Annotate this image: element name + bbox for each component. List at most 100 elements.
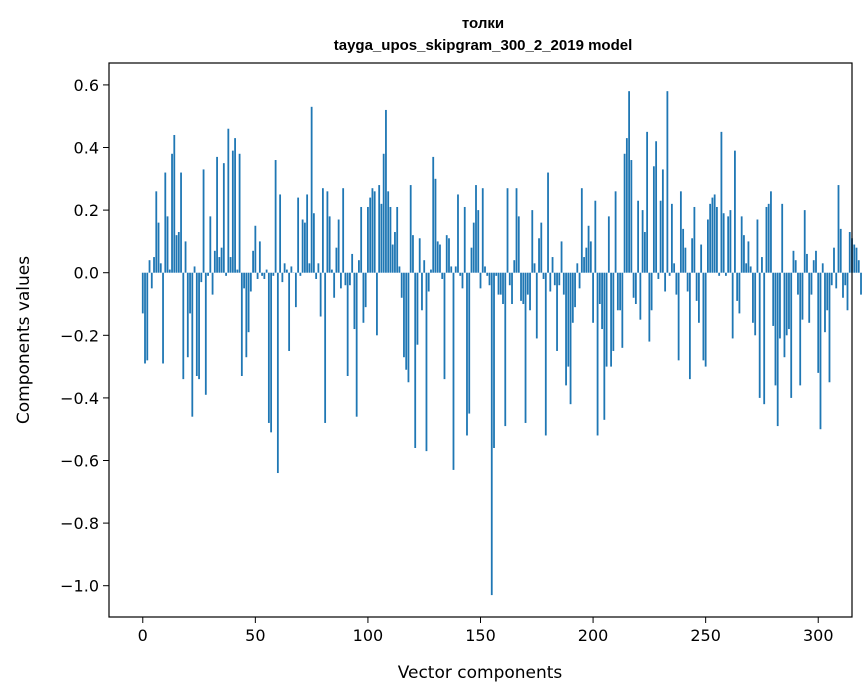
bar-11 [166, 216, 169, 273]
bar-264 [736, 272, 739, 301]
bar-165 [513, 260, 516, 273]
bar-98 [362, 272, 365, 323]
bar-283 [779, 272, 781, 339]
bar-171 [526, 272, 529, 295]
bar-36 [222, 163, 225, 273]
bar-32 [213, 250, 216, 273]
y-tick-label: −1.0 [60, 577, 99, 596]
bar-191 [571, 272, 574, 323]
bar-146 [470, 247, 473, 273]
bar-114 [398, 266, 401, 273]
bar-180 [547, 172, 549, 273]
bar-119 [409, 185, 412, 273]
bar-31 [211, 272, 214, 295]
bar-54 [263, 272, 266, 279]
bar-262 [731, 272, 734, 339]
bar-39 [229, 257, 232, 273]
bar-216 [628, 91, 630, 273]
bar-28 [204, 272, 207, 395]
bar-196 [583, 257, 585, 273]
bar-45 [243, 272, 245, 289]
bar-121 [414, 272, 417, 448]
bar-212 [619, 272, 621, 311]
y-tick-label: 0.6 [74, 76, 99, 95]
bar-66 [290, 266, 293, 273]
bar-312 [844, 272, 847, 286]
bar-43 [238, 153, 241, 273]
bar-214 [623, 153, 626, 273]
bar-71 [301, 219, 304, 273]
bar-252 [709, 203, 712, 273]
bar-192 [574, 272, 576, 308]
bar-131 [436, 241, 439, 273]
bar-84 [331, 269, 333, 273]
bar-210 [614, 191, 617, 273]
bar-255 [716, 206, 718, 273]
bar-138 [452, 272, 455, 470]
bar-281 [774, 272, 777, 386]
bar-97 [360, 206, 363, 273]
bar-275 [761, 257, 763, 273]
bar-169 [522, 272, 525, 305]
y-tick-label: 0.4 [74, 139, 99, 158]
bar-209 [612, 272, 615, 351]
bar-301 [819, 272, 822, 430]
bar-86 [335, 247, 338, 273]
bar-236 [673, 263, 676, 273]
bar-184 [556, 272, 558, 351]
bar-16 [177, 232, 180, 273]
bar-47 [247, 272, 250, 333]
x-tick-label: 150 [465, 626, 496, 645]
bar-152 [484, 266, 486, 273]
bar-221 [639, 272, 642, 320]
bar-33 [216, 156, 218, 273]
bar-198 [587, 225, 590, 273]
bar-248 [700, 244, 703, 273]
bar-271 [752, 272, 754, 323]
bar-226 [650, 272, 653, 311]
bar-257 [720, 131, 723, 273]
bar-22 [191, 272, 194, 417]
bar-224 [646, 131, 649, 273]
plot-area-frame [108, 62, 853, 618]
bar-265 [738, 272, 741, 314]
bar-83 [328, 216, 331, 273]
bar-104 [376, 272, 378, 336]
bar-305 [828, 272, 831, 383]
bar-137 [450, 266, 453, 273]
bar-57 [270, 272, 273, 433]
bar-170 [524, 272, 527, 423]
bar-189 [567, 272, 570, 367]
x-tick-label: 300 [803, 626, 834, 645]
chart-subtitle: tayga_upos_skipgram_300_2_2019 model [334, 37, 633, 54]
bar-258 [722, 213, 725, 273]
bar-145 [468, 272, 471, 414]
y-tick-label: 0.0 [74, 264, 99, 283]
bar-175 [535, 272, 538, 339]
bar-222 [641, 210, 644, 273]
bar-127 [427, 272, 430, 292]
bar-73 [306, 194, 309, 273]
bar-161 [504, 272, 507, 427]
bar-62 [281, 272, 284, 283]
bar-156 [493, 272, 495, 448]
bar-143 [463, 206, 466, 273]
bar-94 [353, 272, 356, 330]
bar-235 [670, 203, 673, 273]
bar-303 [824, 272, 826, 333]
bar-41 [234, 138, 236, 273]
bar-68 [294, 272, 297, 308]
bar-205 [603, 272, 606, 420]
bar-182 [551, 257, 554, 273]
bar-273 [756, 219, 759, 273]
bar-150 [479, 272, 482, 289]
bar-91 [346, 272, 349, 376]
bar-195 [580, 188, 583, 273]
bar-111 [391, 244, 394, 273]
bar-286 [785, 272, 788, 336]
bar-289 [792, 250, 795, 273]
bar-194 [578, 272, 581, 289]
bar-85 [333, 272, 336, 298]
bar-304 [826, 272, 829, 311]
